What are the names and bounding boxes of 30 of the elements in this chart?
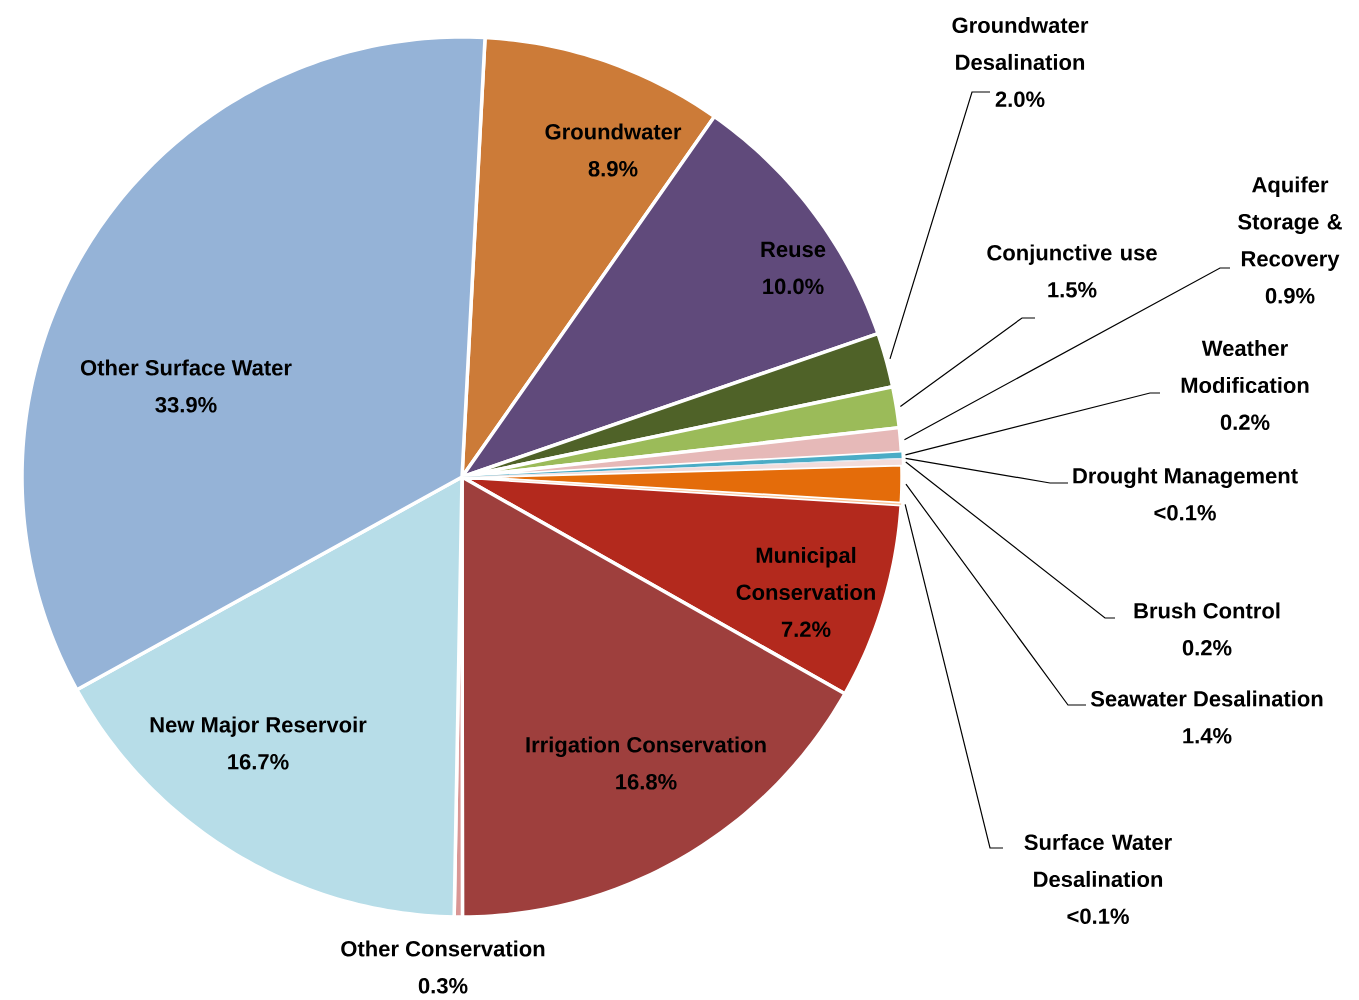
slice-label: Other Surface Water [80, 359, 292, 376]
data-label: 0.3% [418, 977, 468, 994]
slice-label: Surface Water Desalination [1024, 833, 1172, 888]
slice-label: Reuse [761, 241, 826, 258]
data-label: 33.9% [155, 396, 217, 413]
data-label: <0.1% [1067, 908, 1129, 925]
data-label: 1.4% [1183, 728, 1232, 744]
data-label: 16.8% [616, 773, 677, 790]
slice-label: Irrigation Conservation [526, 736, 766, 758]
data-label: 2.0% [995, 91, 1045, 108]
slice-label: Brush Control [1134, 602, 1280, 619]
data-label: 10.0% [763, 278, 824, 295]
slice-label: New Major Reservoir [150, 716, 367, 737]
data-label: 1.5% [1048, 282, 1097, 298]
slice-label: Groundwater Desalination [952, 16, 1089, 71]
slice-label: Conjunctive use [987, 244, 1157, 265]
slice-label: Aquifer Storage & Recovery [1238, 176, 1342, 271]
slice-label: Seawater Desalination [1090, 690, 1323, 707]
data-label: 16.7% [228, 753, 289, 770]
slice-label: Weather Modification [1181, 339, 1309, 394]
data-label: <0.1% [1154, 504, 1216, 521]
data-label: 7.2% [781, 621, 831, 638]
slice-label: Municipal Conservation [736, 546, 875, 601]
data-label: 8.9% [588, 160, 638, 177]
data-label: 0.2% [1182, 639, 1232, 656]
slice-label: Groundwater [545, 123, 682, 140]
slice-label: Other Conservation [341, 940, 545, 957]
data-label: 0.2% [1220, 414, 1270, 431]
slice-label: Drought Management [1073, 467, 1298, 489]
data-label: 0.9% [1265, 287, 1315, 304]
